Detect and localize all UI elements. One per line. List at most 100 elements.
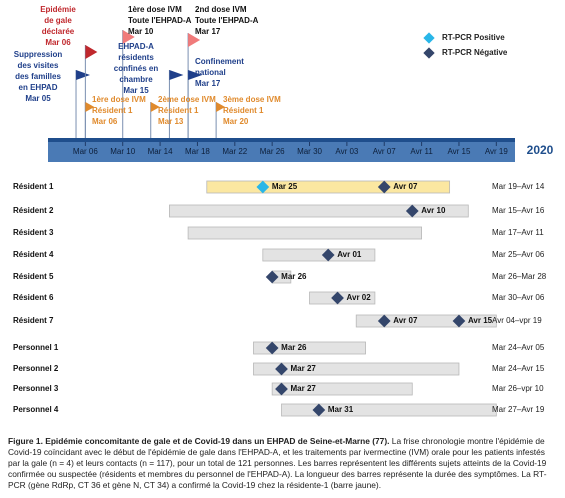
range-label: Mar 26–vpr 10 (492, 384, 544, 393)
event-text: confinés en (114, 64, 159, 73)
event-flag (122, 30, 135, 44)
event-text: déclarée (42, 27, 75, 36)
test-label: Mar 26 (281, 272, 307, 281)
row-label: Résident 5 (13, 272, 54, 281)
x-tick-label: Mar 18 (185, 147, 210, 156)
test-label: Mar 31 (328, 405, 354, 414)
x-tick-label: Mar 10 (110, 147, 135, 156)
x-tick-label: Mar 14 (148, 147, 173, 156)
event-text: Résident 1 (158, 106, 199, 115)
caption: Figure 1. Epidémie concomitante de gale … (8, 436, 556, 491)
event-flag (76, 70, 91, 80)
event-text: des familles (15, 72, 61, 81)
legend-label: RT-PCR Positive (442, 33, 505, 42)
event-text: résidents (118, 53, 154, 62)
test-marker (331, 291, 344, 305)
range-label: Mar 24–Avr 15 (492, 364, 545, 373)
event-date: Mar 17 (195, 79, 221, 88)
event-text: 1ère dose IVM (128, 5, 182, 14)
legend-label: RT-PCR Négative (442, 48, 508, 57)
x-tick-label: Avr 03 (335, 147, 359, 156)
test-marker (256, 180, 270, 194)
duration-bar (253, 341, 366, 355)
event-date: Mar 20 (223, 117, 249, 126)
test-label: Avr 15 (468, 316, 493, 325)
event-text: national (195, 68, 226, 77)
test-marker (275, 362, 288, 376)
test-label: Mar 25 (272, 182, 298, 191)
event-text: Confinement (195, 57, 244, 66)
event-text: chambre (119, 75, 153, 84)
row-label: Personnel 2 (13, 364, 59, 373)
row-label: Résident 3 (13, 228, 54, 237)
row-label: Personnel 1 (13, 343, 59, 352)
event-text: Toute l'EHPAD-A (195, 16, 259, 25)
test-label: Avr 07 (393, 182, 418, 191)
test-marker (312, 403, 326, 417)
range-label: Mar 15–Avr 16 (492, 206, 545, 215)
test-label: Avr 02 (347, 293, 372, 302)
x-tick-label: Avr 15 (447, 147, 471, 156)
event-text: 3ème dose IVM (223, 95, 281, 104)
row-label: Résident 6 (13, 293, 54, 302)
event-flag (188, 70, 203, 80)
test-marker (265, 270, 279, 284)
event-text: Résident 1 (223, 106, 264, 115)
range-label: Mar 30–Avr 06 (492, 293, 545, 302)
event-flag (216, 102, 226, 112)
event-date: Mar 13 (158, 117, 184, 126)
event-text: EHPAD-A (118, 42, 154, 51)
event-date: Mar 15 (123, 86, 149, 95)
duration-bar (262, 248, 376, 262)
x-tick-label: Mar 26 (260, 147, 285, 156)
test-marker (321, 248, 335, 262)
row-label: Résident 7 (13, 316, 54, 325)
duration-bar (271, 382, 413, 396)
test-label: Avr 07 (393, 316, 418, 325)
x-tick-label: Avr 19 (485, 147, 509, 156)
test-marker (265, 341, 279, 355)
row-label: Personnel 4 (13, 405, 59, 414)
event-flag (169, 70, 184, 80)
duration-bar (253, 362, 460, 376)
event-text: des visites (18, 61, 59, 70)
range-label: Mar 19–Avr 14 (492, 182, 545, 191)
range-label: Mar 27–Avr 19 (492, 405, 545, 414)
event-text: 1ère dose IVM (92, 95, 146, 104)
duration-bar (187, 226, 423, 240)
event-text: Suppression (14, 50, 63, 59)
range-label: Mar 17–Avr 11 (492, 228, 544, 237)
chart: 2020 Mar 06 Mar 10 Mar 14 Mar 18 Mar 22 Mar 26… (13, 5, 554, 417)
test-marker (377, 314, 391, 328)
axis-band-top (48, 138, 515, 142)
event-date: Mar 06 (92, 117, 118, 126)
test-marker (377, 180, 391, 194)
event-text: en EHPAD (19, 83, 58, 92)
row-label: Résident 2 (13, 206, 54, 215)
range-label: Avr 04–vpr 19 (492, 316, 542, 325)
caption-text: La frise chronologie montre l'épidémie d… (8, 436, 547, 490)
test-label: Avr 10 (421, 206, 446, 215)
event-date: Mar 06 (45, 38, 71, 47)
event-text: Epidémie (40, 5, 76, 14)
duration-bar (281, 403, 497, 417)
duration-bar (206, 180, 451, 194)
x-tick-label: Avr 11 (410, 147, 433, 156)
x-tick-label: Mar 30 (297, 147, 322, 156)
event-text: 2ème dose IVM (158, 95, 216, 104)
year-label: 2020 (527, 143, 554, 157)
event-date: Mar 10 (128, 27, 154, 36)
range-label: Mar 26–Mar 28 (492, 272, 547, 281)
legend-diamond (423, 32, 435, 44)
test-label: Mar 26 (281, 343, 307, 352)
event-text: Résident 1 (92, 106, 133, 115)
event-text: de gale (44, 16, 72, 25)
x-tick-label: Mar 22 (222, 147, 247, 156)
event-date: Mar 17 (195, 27, 221, 36)
duration-bar (169, 204, 469, 218)
event-date: Mar 05 (25, 94, 51, 103)
test-label: Mar 27 (291, 364, 317, 373)
x-tick-label: Avr 07 (373, 147, 397, 156)
test-marker (275, 382, 288, 396)
